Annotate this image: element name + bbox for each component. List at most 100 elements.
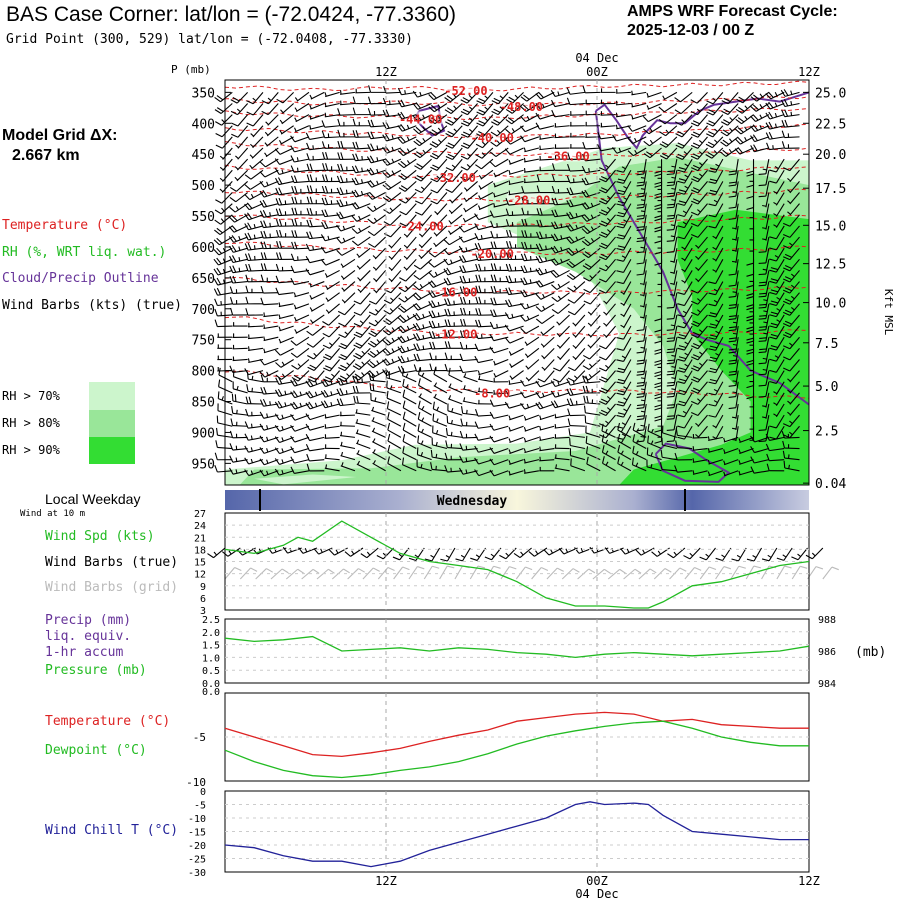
barb-half xyxy=(603,333,607,338)
wind-barb xyxy=(246,92,264,105)
wind-barb xyxy=(276,241,294,249)
barb-shaft xyxy=(697,281,708,294)
barb-shaft xyxy=(417,325,432,331)
barb-shaft xyxy=(755,103,770,112)
barb-half xyxy=(434,382,438,387)
barb-shaft xyxy=(279,403,294,409)
wind-barb xyxy=(639,303,647,319)
barb-flag xyxy=(398,297,405,303)
barb-half xyxy=(293,304,297,309)
barb-shaft xyxy=(417,430,432,438)
barb-half xyxy=(356,419,359,424)
barb-flag xyxy=(746,195,754,199)
barb-flag xyxy=(431,331,436,339)
barb-flag xyxy=(340,342,348,347)
barb-flag xyxy=(746,273,754,277)
barb-flag xyxy=(322,163,326,171)
wind-barb xyxy=(460,406,478,416)
barb-shaft xyxy=(726,125,739,137)
barb-flag xyxy=(447,130,455,136)
barb-shaft xyxy=(573,292,586,304)
barb-shaft xyxy=(447,281,463,286)
wind-barb xyxy=(738,459,754,465)
barb-flag xyxy=(729,348,737,351)
barb-flag xyxy=(397,87,402,95)
barb-shaft xyxy=(511,114,524,125)
barb-flag xyxy=(231,245,237,252)
barb-shaft xyxy=(431,336,447,339)
barb-shaft xyxy=(402,429,417,438)
wind-barb xyxy=(540,336,555,348)
barb-half xyxy=(732,343,738,346)
wind-barb xyxy=(260,386,279,395)
barb-shaft xyxy=(754,136,770,143)
barb-flag xyxy=(413,153,421,159)
wind-barb xyxy=(309,125,325,130)
barb-shaft xyxy=(539,392,555,399)
wind-barb xyxy=(432,413,448,427)
barb-shaft xyxy=(590,303,601,316)
barb-shaft xyxy=(616,147,632,154)
barb-half xyxy=(422,334,425,339)
barb-shaft xyxy=(433,408,448,416)
wind-barb xyxy=(458,467,478,475)
barb-flag xyxy=(352,107,356,115)
wind-barb xyxy=(666,203,678,220)
barb-half xyxy=(421,417,425,422)
barb-flag xyxy=(677,414,685,418)
barb-shaft xyxy=(356,453,371,461)
rh70-region xyxy=(225,143,809,485)
barb-shaft xyxy=(683,225,693,240)
barb-flag xyxy=(460,307,464,316)
barb-half xyxy=(328,342,333,346)
barb-shaft xyxy=(715,325,724,340)
barb-half xyxy=(603,300,607,304)
wind-barb xyxy=(357,270,371,282)
barb-flag xyxy=(566,212,571,220)
wind-barb xyxy=(666,381,678,398)
wind-barb xyxy=(535,279,555,288)
barb-half xyxy=(529,267,532,272)
wind-barb xyxy=(368,314,387,327)
barb-shaft xyxy=(539,114,555,120)
barb-flag xyxy=(274,401,280,409)
wind-barb xyxy=(444,341,463,349)
barb-half xyxy=(346,373,350,377)
wind-barb xyxy=(322,314,340,326)
barb-shaft xyxy=(523,258,539,262)
barb-flag xyxy=(215,133,223,138)
barb-flag xyxy=(520,327,527,334)
barb-flag xyxy=(229,297,234,305)
wind-barb xyxy=(550,380,570,388)
wind-barb xyxy=(646,447,662,461)
barb-flag xyxy=(458,236,464,243)
barb-flag xyxy=(654,340,662,344)
barb-half xyxy=(723,437,726,442)
wind-barb xyxy=(721,103,739,116)
barb-shaft xyxy=(310,281,325,288)
barb-shaft xyxy=(631,102,647,108)
wind-barb xyxy=(444,452,463,461)
isotherm-line xyxy=(224,276,810,295)
barb-half xyxy=(436,418,439,423)
barb-flag xyxy=(397,307,405,313)
barb-flag xyxy=(535,318,543,324)
barb-shaft xyxy=(508,169,524,175)
wind-barb xyxy=(493,358,509,366)
barb-half xyxy=(635,462,639,467)
rh70-swatch xyxy=(89,382,135,410)
barb-half xyxy=(763,321,768,324)
wind-barb xyxy=(489,469,509,477)
wind-barb xyxy=(213,247,233,256)
barb-shaft xyxy=(462,358,478,362)
wind-barb xyxy=(732,426,739,442)
barb-flag xyxy=(583,277,590,282)
barb-shaft xyxy=(493,403,509,407)
barb-shaft xyxy=(775,348,785,362)
barb-flag xyxy=(462,120,471,125)
barb-flag xyxy=(245,396,249,404)
barb-flag xyxy=(758,329,766,331)
wind-barb xyxy=(275,370,294,380)
wind-barb xyxy=(430,181,448,194)
barb-half xyxy=(450,259,453,264)
